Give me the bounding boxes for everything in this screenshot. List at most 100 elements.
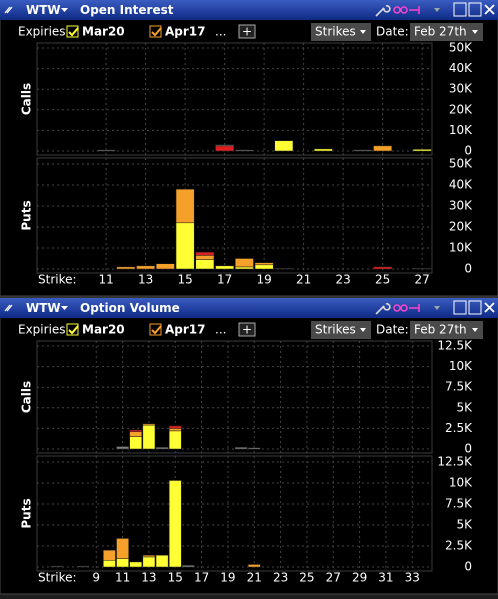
x-tick-label: 23 (273, 571, 288, 585)
ticker-dropdown[interactable] (61, 8, 68, 12)
bar-segment (155, 554, 169, 568)
title-bar (0, 298, 498, 318)
bar-segment (235, 258, 254, 268)
maximize-button[interactable] (468, 300, 482, 315)
bar-segment (142, 554, 156, 558)
y-tick-label: 40K (449, 61, 473, 75)
bar-segment (116, 446, 129, 450)
y-tick-label: 2.5K (445, 539, 473, 553)
bar-segment (314, 148, 333, 152)
x-tick-label: 27 (326, 571, 341, 585)
y-tick-label: 10K (449, 359, 473, 373)
link-dropdown[interactable] (434, 8, 440, 12)
maximize-button[interactable] (468, 2, 482, 17)
bar-segment (168, 425, 182, 429)
bar-segment (116, 266, 136, 270)
close-button[interactable] (484, 302, 495, 313)
minimize-button[interactable] (453, 300, 467, 315)
bar-segment (215, 145, 234, 152)
bar-segment (182, 565, 195, 568)
bar-segment (353, 149, 373, 152)
date-dropdown[interactable] (410, 23, 483, 41)
link-group-icon[interactable] (393, 6, 420, 14)
checkmark (68, 325, 79, 335)
link-icon (4, 304, 13, 312)
dropdown-arrow (360, 328, 366, 332)
more-expiries[interactable]: ... (215, 323, 226, 337)
checkmark (151, 27, 162, 37)
y-tick-label: 5K (456, 400, 473, 414)
bar-segment (195, 251, 215, 256)
bar-segment (412, 268, 432, 270)
y-tick-label: 20K (449, 220, 473, 234)
x-tick-label: 21 (296, 273, 311, 287)
expiry-checkbox[interactable] (149, 323, 162, 336)
x-tick-label: 13 (138, 273, 153, 287)
strikes-dropdown[interactable] (311, 23, 371, 41)
add-button-box[interactable] (238, 24, 256, 39)
legend-entry[interactable]: Apr17 (165, 25, 206, 39)
bar-segment (215, 265, 234, 270)
link-dropdown[interactable] (434, 306, 440, 310)
y-tick-label: 0 (464, 560, 472, 574)
bar-segment (168, 428, 182, 432)
bar-segment (116, 558, 129, 568)
panel-title: Option Volume (80, 301, 180, 315)
ticker[interactable]: WTW (26, 3, 61, 17)
bar-segment (156, 263, 175, 270)
bar-segment (274, 268, 294, 270)
x-tick-label: 27 (414, 273, 429, 287)
y-axis-label: Calls (20, 381, 34, 413)
ticker[interactable]: WTW (26, 301, 61, 315)
date-value: Feb 27th (414, 323, 467, 337)
chart-frame (36, 455, 433, 572)
bar-segment (129, 429, 143, 432)
strikes-label: Strikes (315, 323, 356, 337)
link-icon (4, 6, 13, 14)
bar-segment (254, 264, 274, 270)
add-button[interactable]: + (242, 25, 252, 39)
bar-segment (195, 255, 215, 260)
chart-frame (36, 42, 433, 156)
y-axis-label: Calls (20, 83, 34, 115)
bar-segment (247, 564, 261, 568)
y-axis-label: Puts (20, 498, 34, 528)
more-expiries[interactable]: ... (215, 25, 226, 39)
legend-entry[interactable]: Apr17 (165, 323, 206, 337)
bar-segment (373, 266, 392, 270)
x-tick-label: 33 (405, 571, 420, 585)
add-button-box[interactable] (238, 322, 256, 337)
dropdown-arrow (472, 328, 478, 332)
expiry-checkbox[interactable] (66, 323, 79, 336)
y-tick-label: 12.5K (437, 455, 473, 469)
wrench-icon[interactable] (375, 303, 391, 315)
bar-segment (235, 266, 254, 270)
expiry-checkbox[interactable] (66, 25, 79, 38)
strikes-dropdown[interactable] (311, 321, 371, 339)
ticker-dropdown[interactable] (61, 306, 68, 310)
bar-segment (247, 447, 261, 450)
bar-segment (412, 149, 432, 152)
x-tick-label: 19 (220, 571, 235, 585)
x-tick-label: 15 (177, 273, 192, 287)
link-group-icon[interactable] (393, 304, 420, 312)
y-tick-label: 0 (464, 442, 472, 456)
y-tick-label: 10K (449, 476, 473, 490)
bar-segment (116, 538, 129, 559)
add-button[interactable]: + (242, 323, 252, 337)
y-tick-label: 30K (449, 199, 473, 213)
close-button[interactable] (484, 4, 495, 15)
y-tick-label: 12.5K (437, 339, 473, 353)
expiry-checkbox[interactable] (149, 25, 162, 38)
minimize-button[interactable] (453, 2, 467, 17)
legend-entry[interactable]: Mar20 (82, 323, 125, 337)
legend-entry[interactable]: Mar20 (82, 25, 125, 39)
y-tick-label: 30K (449, 82, 473, 96)
expiries-label: Expiries: (18, 323, 70, 337)
date-dropdown[interactable] (410, 321, 483, 339)
y-tick-label: 10K (449, 241, 473, 255)
wrench-icon[interactable] (375, 5, 391, 17)
chart-frame (36, 157, 433, 274)
y-axis-label: Puts (20, 200, 34, 230)
